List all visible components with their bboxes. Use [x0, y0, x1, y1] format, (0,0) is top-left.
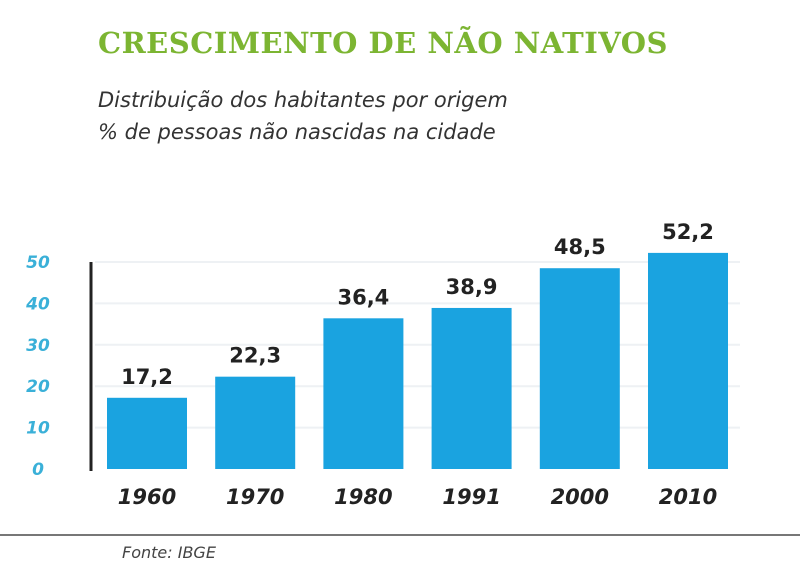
bar-2010 [648, 252, 728, 469]
x-tick-label: 1991 [442, 485, 500, 509]
bar-1970 [215, 376, 296, 469]
chart-title: CRESCIMENTO DE NÃO NATIVOS [98, 26, 669, 60]
data-label: 38,9 [446, 275, 498, 299]
chart-subtitle-2: % de pessoas não nascidas na cidade [98, 120, 496, 144]
y-tick-label: 40 [25, 294, 50, 314]
y-tick-label: 10 [26, 419, 50, 439]
data-label: 52,2 [662, 220, 714, 244]
data-label: 36,4 [337, 285, 389, 309]
x-tick-label: 2000 [551, 485, 609, 509]
y-tick-label: 50 [26, 253, 50, 273]
data-label: 22,3 [229, 344, 281, 368]
x-tick-label: 1980 [334, 485, 392, 509]
bar-2000 [539, 268, 620, 469]
y-tick-label: 30 [26, 336, 50, 356]
divider [0, 534, 800, 536]
data-label: 17,2 [121, 365, 173, 389]
data-label: 48,5 [554, 235, 606, 259]
bar-1980 [323, 318, 404, 469]
bar-1991 [431, 307, 512, 469]
y-tick-label: 0 [32, 460, 44, 480]
bar-chart: 0 10 20 30 40 50 17,2 1960 22,3 1970 36,4 1980 38,9 1… [25, 220, 740, 509]
bar-1960 [107, 397, 187, 469]
x-tick-label: 1960 [118, 485, 176, 509]
chart-subtitle-1: Distribuição dos habitantes por origem [98, 88, 508, 112]
source-note: Fonte: IBGE [122, 543, 216, 562]
x-tick-label: 2010 [659, 485, 717, 509]
y-tick-label: 20 [26, 377, 50, 397]
x-tick-label: 1970 [226, 485, 284, 509]
